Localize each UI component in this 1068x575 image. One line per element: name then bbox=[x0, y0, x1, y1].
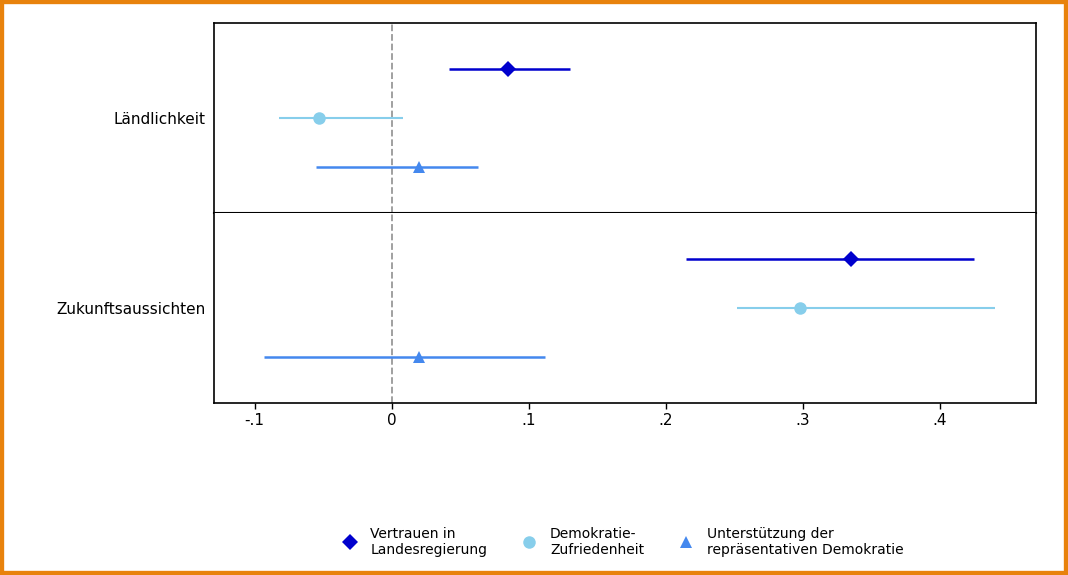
Legend: Vertrauen in
Landesregierung, Demokratie-
Zufriedenheit, Unterstützung der
reprä: Vertrauen in Landesregierung, Demokratie… bbox=[330, 521, 909, 562]
